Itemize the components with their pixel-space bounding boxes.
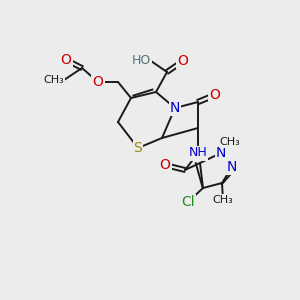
Text: Cl: Cl xyxy=(181,195,195,209)
Text: CH₃: CH₃ xyxy=(220,137,240,147)
Text: HO: HO xyxy=(132,55,151,68)
Text: O: O xyxy=(61,53,71,67)
Text: N: N xyxy=(216,146,226,160)
Text: O: O xyxy=(160,158,170,172)
Text: O: O xyxy=(93,75,104,89)
Text: N: N xyxy=(227,160,237,174)
Text: CH₃: CH₃ xyxy=(213,195,233,205)
Text: CH₃: CH₃ xyxy=(43,75,64,85)
Text: N: N xyxy=(170,101,180,115)
Text: O: O xyxy=(210,88,220,102)
Text: S: S xyxy=(134,141,142,155)
Text: NH: NH xyxy=(189,146,207,160)
Text: O: O xyxy=(178,54,188,68)
